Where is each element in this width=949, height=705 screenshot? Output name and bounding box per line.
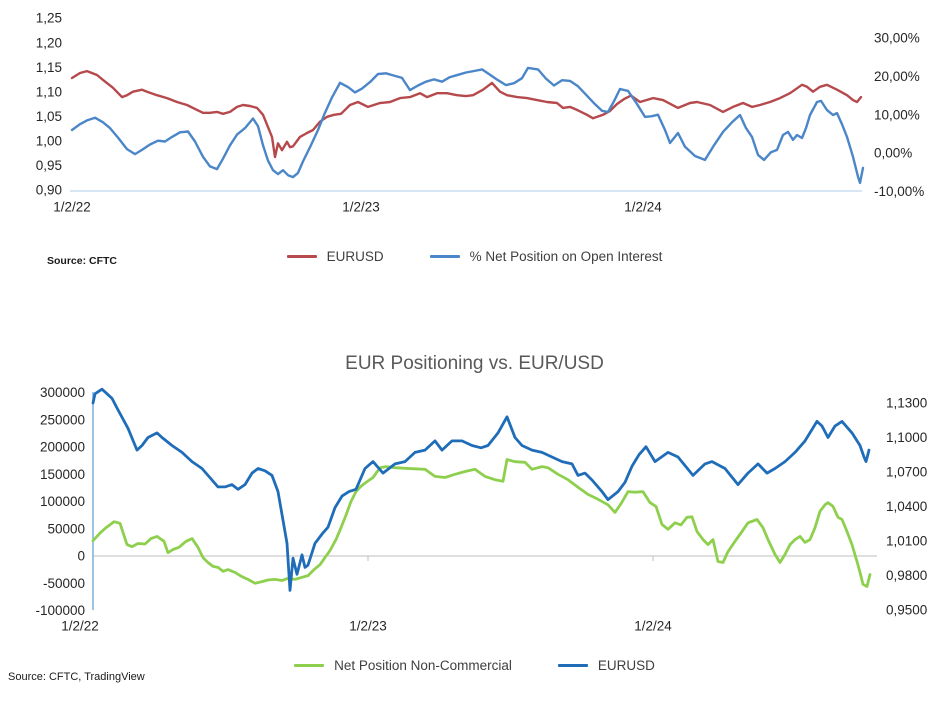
net-position-non-commercial-line [91,458,872,588]
top-right-axis-tick-label: 10,00% [874,107,920,122]
bottom-right-axis-tick-label: 0,9800 [886,568,927,583]
eurusd-line [70,69,863,159]
top-right-axis-tick-label: 0,00% [874,146,912,161]
top-left-axis-tick-label: 1,05 [36,109,62,124]
bottom-left-axis-tick-label: 50000 [47,521,85,536]
legend-label: EURUSD [326,249,384,264]
bottom-right-axis-tick-label: 1,1000 [886,430,927,445]
bottom-right-axis-tick-label: 1,0100 [886,534,927,549]
top-chart-legend: EURUSD % Net Position on Open Interest [0,249,949,264]
eurusd-line-swatch [286,255,317,258]
bottom-left-axis-tick-label: 200000 [40,440,85,455]
bottom-right-axis-tick-label: 1,1300 [886,396,927,411]
bottom-right-axis-tick-label: 1,0700 [886,465,927,480]
top-x-axis-tick-label: 1/2/24 [624,200,662,215]
bottom-chart-title: EUR Positioning vs. EUR/USD [345,353,604,374]
top-right-axis-tick-label: 20,00% [874,69,920,84]
net-position-noncommercial-line-swatch [294,664,325,667]
legend-item-net-position-noncommercial: Net Position Non-Commercial [294,658,512,673]
top-chart-source: Source: CFTC [47,255,118,267]
bottom-x-axis-tick-label: 1/2/23 [349,619,387,634]
bottom-left-axis-tick-label: -100000 [35,603,85,618]
top-left-axis-tick-label: 1,20 [36,35,62,50]
top-right-axis-tick-label: -10,00% [874,184,924,199]
bottom-left-axis-tick-label: 300000 [40,385,85,400]
bottom-left-axis-tick-label: -50000 [43,576,85,591]
top-left-axis-tick-label: 0,95 [36,158,62,173]
bottom-right-axis-tick-label: 0,9500 [886,603,927,618]
bottom-left-axis-tick-label: 100000 [40,494,85,509]
bottom-x-axis-tick-label: 1/2/22 [61,619,99,634]
legend-label: Net Position Non-Commercial [334,658,512,673]
bottom-chart-source: Source: CFTC, TradingView [8,671,145,683]
top-left-axis-tick-label: 1,25 [36,11,62,26]
top-left-axis-tick-label: 1,00 [36,134,62,149]
bottom-left-axis-tick-label: 150000 [40,467,85,482]
top-left-axis-tick-label: 1,10 [36,84,62,99]
legend-item-net-position-oi: % Net Position on Open Interest [429,249,663,264]
eurusd-bottom-line-swatch [557,664,588,667]
net-position-on-open-interest-line [70,66,865,185]
top-right-axis-tick-label: 30,00% [874,31,920,46]
legend-label: % Net Position on Open Interest [469,249,663,264]
bottom-right-axis-tick-label: 1,0400 [886,499,927,514]
net-position-oi-line-swatch [429,255,460,258]
top-x-axis-tick-label: 1/2/23 [342,200,380,215]
top-x-axis-tick-label: 1/2/22 [53,200,91,215]
eurusd-line [91,387,871,592]
bottom-left-axis-tick-label: 250000 [40,412,85,427]
top-left-axis-tick-label: 0,90 [36,183,62,198]
top-left-axis-tick-label: 1,15 [36,60,62,75]
bottom-left-axis-tick-label: 0 [77,549,85,564]
bottom-x-axis-tick-label: 1/2/24 [634,619,672,634]
legend-label: EURUSD [597,658,655,673]
legend-item-eurusd-bottom: EURUSD [557,658,655,673]
bottom-chart-legend: Net Position Non-Commercial EURUSD [0,658,949,673]
legend-item-eurusd-top: EURUSD [286,249,384,264]
